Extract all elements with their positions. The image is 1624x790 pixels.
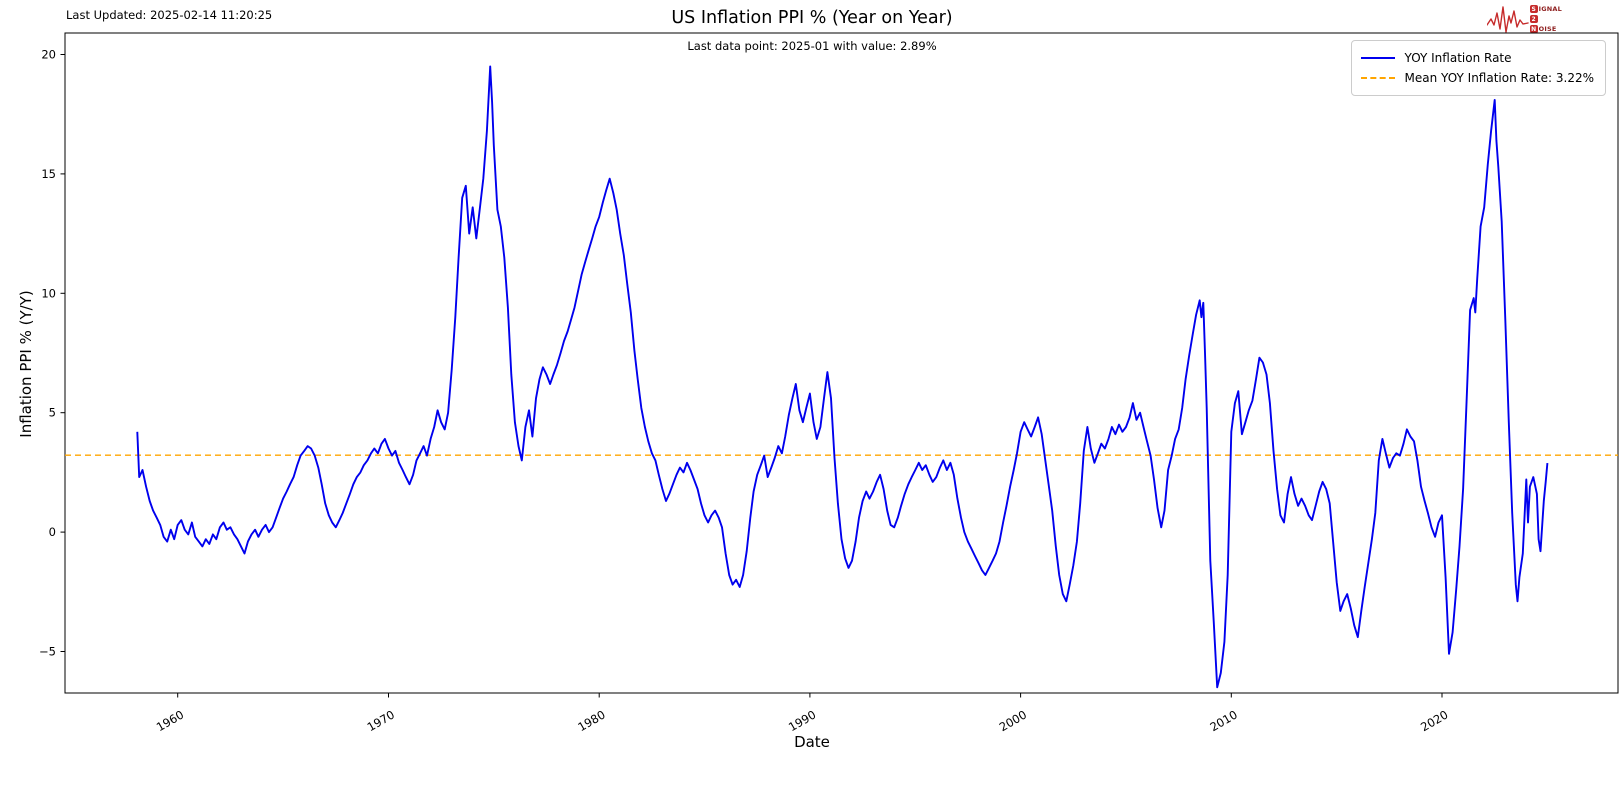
x-tick-label: 2020 <box>1418 707 1450 734</box>
x-tick-label: 2010 <box>1207 707 1239 734</box>
x-tick-label: 1960 <box>154 707 186 734</box>
legend-label: Mean YOY Inflation Rate: 3.22% <box>1404 71 1594 85</box>
logo-letter-box: 2 <box>1529 15 1538 23</box>
x-tick-label: 1980 <box>575 707 607 734</box>
y-tick-label: 5 <box>49 406 56 420</box>
logo-text: S IGNAL 2 N OISE <box>1529 5 1562 34</box>
legend-line-sample-dashed <box>1360 77 1395 79</box>
x-tick-label: 1990 <box>786 707 818 734</box>
x-axis-label: Date <box>794 733 830 751</box>
logo-row-2: 2 <box>1529 15 1562 24</box>
axes-frame <box>64 32 1619 694</box>
x-tick-label: 2000 <box>997 707 1029 734</box>
y-tick-label: 20 <box>41 48 56 62</box>
heartbeat-waveform-icon <box>1486 6 1529 33</box>
y-tick-label: 0 <box>49 525 56 539</box>
chart-subtitle: Last data point: 2025-01 with value: 2.8… <box>687 39 937 53</box>
y-tick-label: −5 <box>39 645 56 659</box>
x-tick-label: 1970 <box>365 707 397 734</box>
yoy-inflation-line <box>136 65 1549 689</box>
y-tick-label: 15 <box>41 167 56 181</box>
legend-line-sample-solid <box>1360 57 1395 59</box>
logo-letter-box: N <box>1529 25 1538 33</box>
x-axis-ticks: 1960 1970 1980 1990 2000 2010 2020 <box>154 693 1451 734</box>
last-updated-text: Last Updated: 2025-02-14 11:20:25 <box>66 8 273 22</box>
logo-row-signal: S IGNAL <box>1529 5 1562 13</box>
y-tick-label: 10 <box>41 286 56 300</box>
legend: YOY Inflation Rate Mean YOY Inflation Ra… <box>1350 40 1606 96</box>
y-axis-label: Inflation PPI % (Y/Y) <box>17 290 35 438</box>
legend-item-mean: Mean YOY Inflation Rate: 3.22% <box>1360 68 1594 88</box>
logo-row-noise: N OISE <box>1529 25 1557 33</box>
legend-item-series: YOY Inflation Rate <box>1360 48 1594 68</box>
y-axis-ticks: −5 0 5 10 15 20 <box>39 48 65 659</box>
logo-letter-box: S <box>1529 5 1538 13</box>
signal2noise-logo: S IGNAL 2 N OISE <box>1486 3 1562 35</box>
chart-title: US Inflation PPI % (Year on Year) <box>671 8 953 28</box>
legend-label: YOY Inflation Rate <box>1404 51 1512 65</box>
